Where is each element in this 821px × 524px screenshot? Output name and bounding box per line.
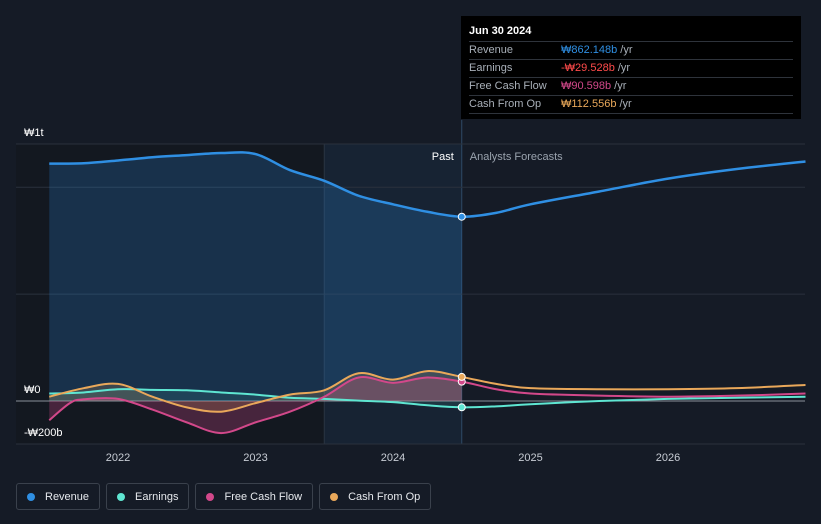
area-cash-from-op <box>49 371 462 412</box>
series-lines <box>48 151 806 435</box>
line-earnings <box>49 388 806 409</box>
tooltip-unit: /yr <box>617 62 631 74</box>
legend-item-earnings[interactable]: Earnings <box>106 483 190 510</box>
tooltip-row-revenue: Revenue ₩862.148b /yr <box>469 41 793 59</box>
gridlines <box>16 120 805 445</box>
hover-markers <box>457 212 466 412</box>
tooltip-value: ₩90.598b <box>561 80 612 92</box>
legend-item-free-cash-flow[interactable]: Free Cash Flow <box>195 483 314 510</box>
past-label: Past <box>432 151 454 163</box>
tooltip-row-earnings: Earnings -₩29.528b /yr <box>469 59 793 77</box>
tooltip-unit: /yr <box>614 80 627 92</box>
line-cash-from-op <box>49 370 806 413</box>
tooltip-label: Cash From Op <box>469 98 542 110</box>
line-revenue <box>49 151 806 218</box>
legend-label: Cash From Op <box>348 490 421 503</box>
legend-dot-icon <box>330 492 339 501</box>
tooltip-date: Jun 30 2024 <box>469 25 532 37</box>
legend-item-cash-from-op[interactable]: Cash From Op <box>319 483 432 510</box>
axis-labels: ₩1t ₩0 -₩200b 2022 2023 2024 2025 2026 Past Analy… <box>24 127 680 464</box>
tooltip-row-cash-from-op: Cash From Op ₩112.556b /yr <box>469 95 793 114</box>
tooltip-value: ₩112.556b <box>561 98 617 110</box>
marker-revenue <box>457 212 466 221</box>
x-tick-label: 2026 <box>656 452 680 464</box>
tooltip-unit: /yr <box>620 44 633 56</box>
tooltip-label: Revenue <box>469 44 514 56</box>
tooltip-row-free-cash-flow: Free Cash Flow ₩90.598b /yr <box>469 77 793 95</box>
x-tick-label: 2025 <box>518 452 542 464</box>
x-tick-label: 2022 <box>106 452 130 464</box>
marker-cash-from-op <box>457 372 466 381</box>
series-areas <box>49 152 462 434</box>
tooltip-label: Free Cash Flow <box>469 80 547 92</box>
marker-earnings <box>457 403 466 412</box>
tooltip-unit: /yr <box>619 98 632 110</box>
x-tick-label: 2024 <box>381 452 405 464</box>
legend-label: Revenue <box>45 490 90 503</box>
legend-dot-icon <box>206 492 215 501</box>
tooltip-label: Earnings <box>469 62 513 74</box>
area-revenue <box>49 152 462 401</box>
y-tick-label-0: ₩0 <box>24 384 41 396</box>
legend: Revenue Earnings Free Cash Flow Cash Fro… <box>16 483 437 512</box>
y-tick-label-neg-200b: -₩200b <box>24 427 63 439</box>
tooltip-value: -₩29.528b <box>561 62 615 74</box>
tooltip-value: ₩862.148b <box>561 44 618 56</box>
y-tick-label-1t: ₩1t <box>24 127 44 139</box>
x-tick-label: 2023 <box>243 452 267 464</box>
legend-label: Free Cash Flow <box>224 490 303 503</box>
forecast-label: Analysts Forecasts <box>470 151 563 163</box>
legend-item-revenue[interactable]: Revenue <box>16 483 101 510</box>
legend-label: Earnings <box>135 490 179 503</box>
legend-dot-icon <box>117 492 126 501</box>
line-free-cash-flow <box>48 376 806 435</box>
tooltip: Jun 30 2024 Revenue ₩862.148b /yr Earnin… <box>461 16 801 119</box>
legend-dot-icon <box>27 492 35 501</box>
area-earnings <box>49 389 462 408</box>
area-free-cash-flow <box>49 377 462 434</box>
